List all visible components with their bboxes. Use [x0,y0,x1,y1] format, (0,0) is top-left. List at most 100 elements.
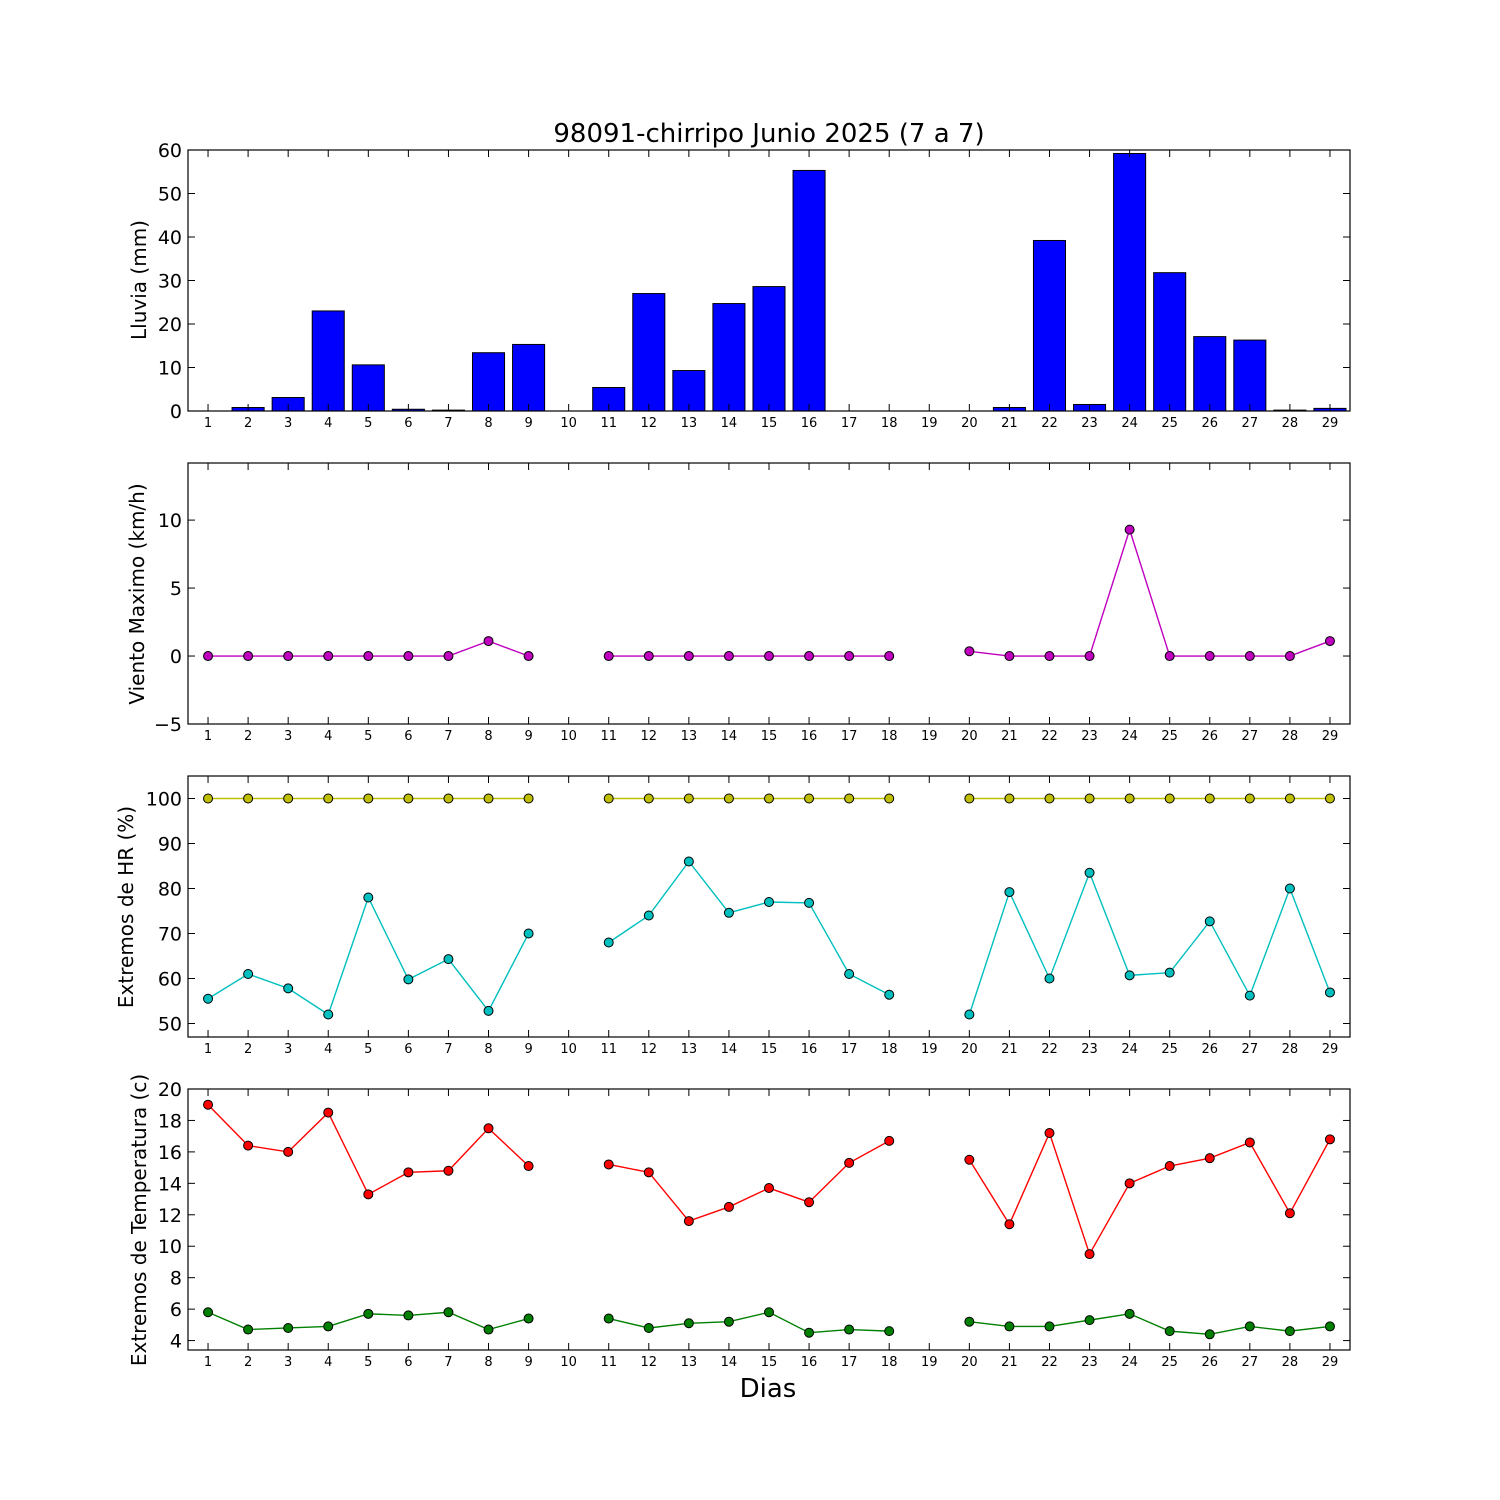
x-tick-label: 1 [204,416,212,431]
data-point [1324,987,1335,998]
data-point [1164,967,1175,978]
data-point [643,1167,654,1178]
x-tick-label: 1 [204,1355,212,1370]
rain-bar [351,364,385,412]
x-tick-label: 23 [1081,416,1098,431]
data-point [603,1313,614,1324]
x-tick-label: 21 [1001,729,1018,744]
x-tick-label: 19 [921,729,938,744]
data-point [1004,1321,1015,1332]
x-tick-label: 11 [600,1042,617,1057]
data-point [884,793,895,804]
x-tick-label: 22 [1041,1355,1058,1370]
x-tick-label: 6 [404,729,412,744]
rain-bar [471,352,506,412]
y-tick-label: −5 [154,714,182,736]
x-tick-label: 14 [721,1355,738,1370]
x-tick-label: 27 [1242,416,1259,431]
series-line [969,1313,1331,1335]
data-point [683,1318,694,1329]
data-point [1284,1326,1295,1337]
x-tick-label: 3 [284,729,292,744]
data-point [1084,867,1095,878]
data-point [1244,990,1255,1001]
y-tick-label: 0 [170,646,182,668]
x-tick-label: 5 [364,1355,372,1370]
y-tick-label: 70 [158,924,182,946]
x-tick-label: 8 [484,729,492,744]
x-tick-label: 18 [881,416,898,431]
rain-bar [1113,152,1147,412]
x-tick-label: 19 [921,1355,938,1370]
x-tick-label: 2 [244,416,252,431]
series-line [968,1131,1331,1256]
x-tick-label: 8 [484,1355,492,1370]
data-point [1044,1128,1055,1139]
x-tick-label: 17 [841,1355,858,1370]
y-tick-label: 40 [158,227,182,249]
y-tick-label: 10 [158,358,182,380]
data-point [1324,793,1335,804]
data-point [1084,1249,1095,1260]
data-point [884,1135,895,1146]
y-tick-label: 5 [170,578,182,600]
x-tick-label: 12 [641,1042,658,1057]
x-tick-label: 23 [1081,1355,1098,1370]
x-tick-label: 7 [444,416,452,431]
x-axis-label: Dias [740,1374,797,1404]
data-point [523,928,534,939]
data-point [844,1157,855,1168]
x-tick-label: 27 [1242,1042,1259,1057]
x-tick-label: 13 [681,416,698,431]
data-point [443,651,454,662]
data-point [323,1107,334,1118]
x-tick-label: 25 [1161,1042,1178,1057]
data-point [1204,1153,1215,1164]
y-tick-label: 14 [158,1173,182,1195]
x-tick-label: 7 [444,1355,452,1370]
data-point [483,636,494,647]
data-point [443,1165,454,1176]
rain-bar [1233,339,1267,412]
data-point [643,793,654,804]
data-point [1124,793,1135,804]
x-tick-label: 10 [560,729,577,744]
x-tick-label: 16 [801,1355,818,1370]
rain-y-axis-label: Lluvia (mm) [127,220,151,340]
x-tick-label: 11 [600,416,617,431]
data-point [1044,651,1055,662]
data-point [283,983,294,994]
data-point [683,1216,694,1227]
data-point [403,1167,414,1178]
data-point [1084,793,1095,804]
data-point [1124,1308,1135,1319]
data-point [483,1123,494,1134]
data-point [643,651,654,662]
x-tick-label: 1 [204,729,212,744]
rain-bar [311,310,345,412]
data-point [603,651,614,662]
data-point [403,1310,414,1321]
series-line [608,1311,890,1334]
data-point [443,1307,454,1318]
data-point [403,651,414,662]
x-tick-label: 16 [801,1042,818,1057]
y-tick-label: 16 [158,1142,182,1164]
x-tick-label: 26 [1201,1042,1218,1057]
data-point [603,1159,614,1170]
data-point [203,1307,214,1318]
x-tick-label: 22 [1041,729,1058,744]
x-tick-label: 17 [841,416,858,431]
y-tick-label: 20 [158,314,182,336]
x-tick-label: 20 [961,416,978,431]
x-tick-label: 9 [524,1355,532,1370]
x-tick-label: 6 [404,416,412,431]
x-tick-label: 16 [801,729,818,744]
data-point [804,1327,815,1338]
x-tick-label: 23 [1081,729,1098,744]
data-point [1124,524,1135,535]
